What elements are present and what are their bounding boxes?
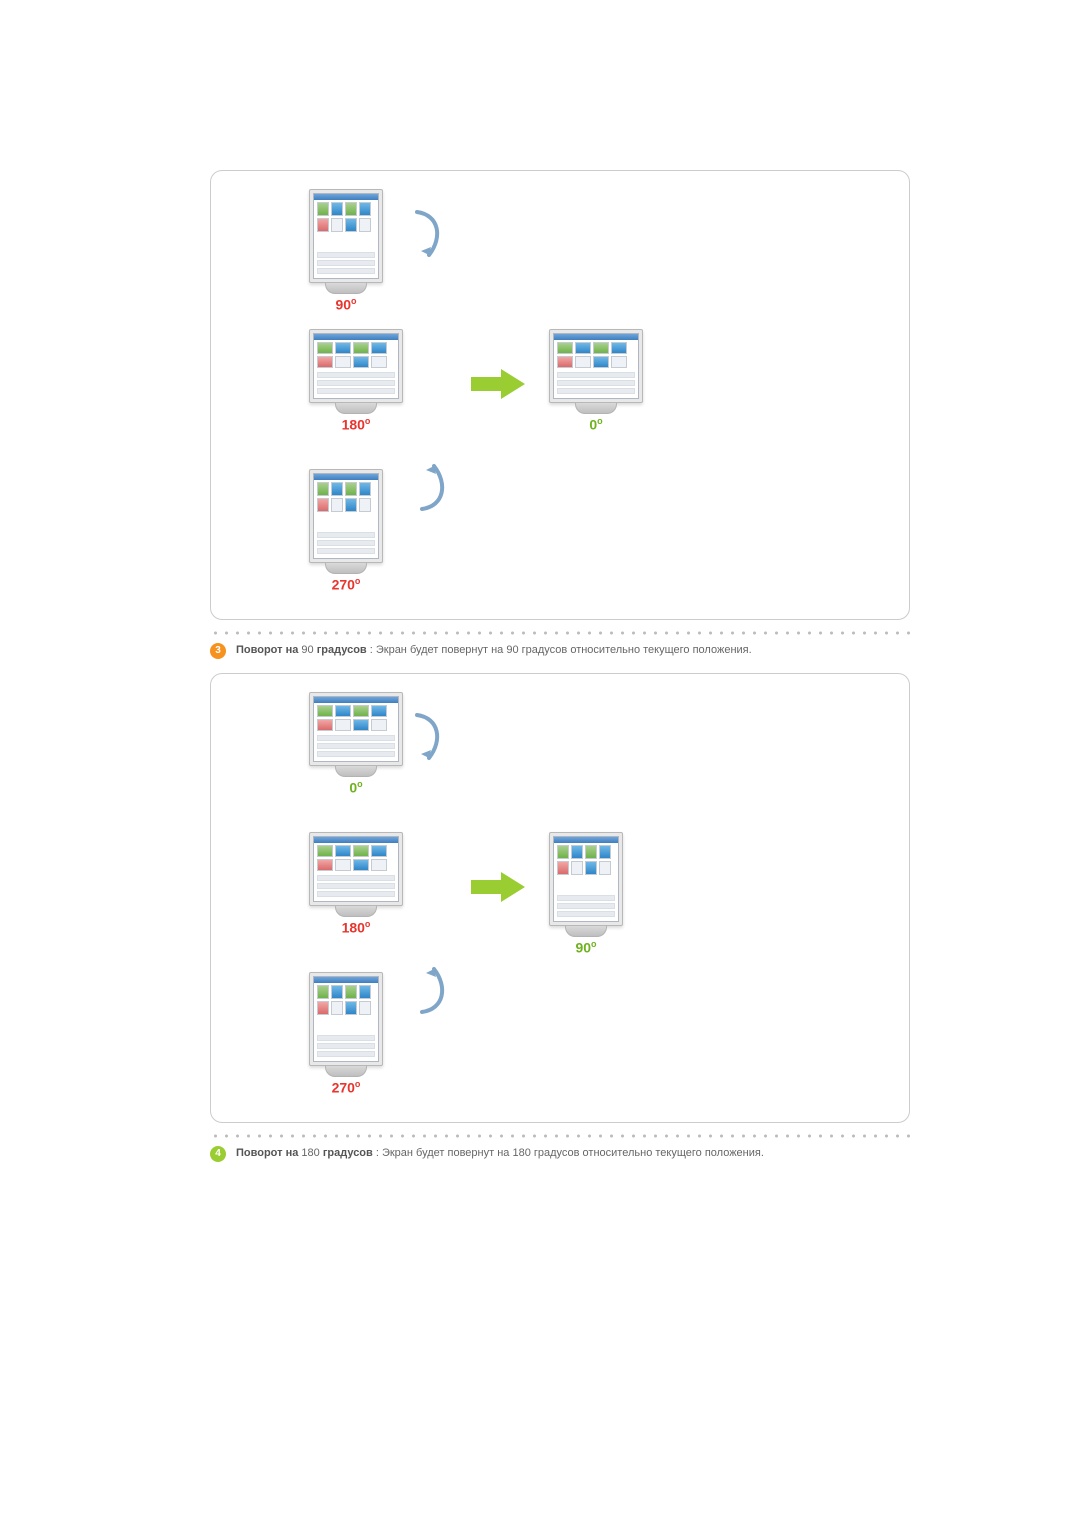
- divider-dots: [210, 1133, 910, 1139]
- degree-label: 180o: [309, 416, 403, 433]
- degree-label: 90o: [309, 296, 383, 313]
- rotation-state-90: 90o: [549, 832, 623, 956]
- degree-label: 90o: [549, 939, 623, 956]
- page: 90o 180o 270o: [130, 0, 950, 1236]
- rotation-arrow-icon: [409, 710, 449, 765]
- divider-dots: [210, 630, 910, 636]
- rotation-arrow-icon: [414, 459, 454, 514]
- rotation-arrow-icon: [414, 962, 454, 1017]
- rotation-state-90: 90o: [309, 189, 383, 313]
- rotation-state-270: 270o: [309, 972, 383, 1096]
- monitor-illustration: [309, 329, 403, 414]
- rotation-state-180: 180o: [309, 329, 403, 433]
- section-description: 3 Поворот на 90 градусов : Экран будет п…: [210, 642, 910, 659]
- degree-label: 180o: [309, 919, 403, 936]
- description-text: Поворот на 90 градусов : Экран будет пов…: [236, 642, 752, 659]
- monitor-illustration: [549, 329, 643, 414]
- monitor-illustration: [309, 469, 383, 574]
- step-number-badge: 3: [210, 643, 226, 659]
- rotation-arrow-icon: [409, 207, 449, 262]
- monitor-illustration: [309, 832, 403, 917]
- monitor-illustration: [309, 692, 403, 777]
- result-arrow-icon: [469, 367, 529, 404]
- rotation-state-270: 270o: [309, 469, 383, 593]
- rotation-state-0: 0o: [549, 329, 643, 433]
- rotation-diagram: 90o 180o 270o: [229, 189, 891, 609]
- step-number-badge: 4: [210, 1146, 226, 1162]
- monitor-illustration: [309, 972, 383, 1077]
- degree-label: 0o: [309, 779, 403, 796]
- illustration-panel: 90o 180o 270o: [210, 170, 910, 620]
- rotation-diagram: 0o 180o 270o: [229, 692, 891, 1112]
- rotation-state-180: 180o: [309, 832, 403, 936]
- monitor-illustration: [309, 189, 383, 294]
- monitor-illustration: [549, 832, 623, 937]
- section-description: 4 Поворот на 180 градусов : Экран будет …: [210, 1145, 910, 1162]
- description-text: Поворот на 180 градусов : Экран будет по…: [236, 1145, 764, 1162]
- degree-label: 270o: [309, 576, 383, 593]
- degree-label: 270o: [309, 1079, 383, 1096]
- degree-label: 0o: [549, 416, 643, 433]
- rotation-state-0: 0o: [309, 692, 403, 796]
- result-arrow-icon: [469, 870, 529, 907]
- illustration-panel: 0o 180o 270o: [210, 673, 910, 1123]
